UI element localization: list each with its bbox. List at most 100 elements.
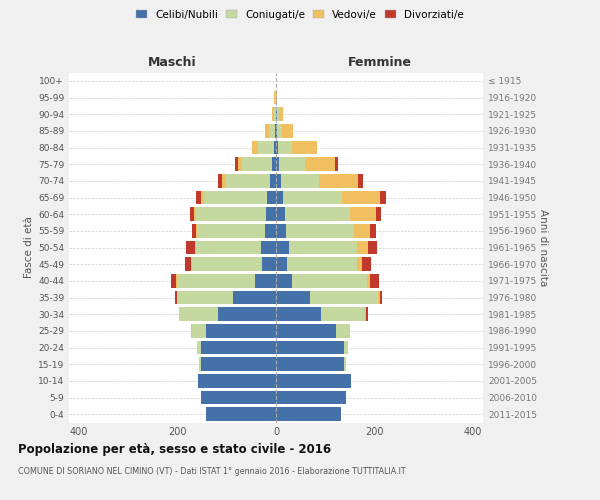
Bar xyxy=(286,224,354,237)
Bar xyxy=(198,374,276,388)
Bar xyxy=(190,208,194,221)
Bar xyxy=(201,340,276,354)
Bar xyxy=(204,190,267,204)
Bar xyxy=(222,174,226,188)
Bar xyxy=(276,290,310,304)
Y-axis label: Fasce di età: Fasce di età xyxy=(24,216,34,278)
Bar xyxy=(276,324,336,338)
Bar xyxy=(281,174,319,188)
Bar xyxy=(276,140,278,154)
Bar xyxy=(252,140,258,154)
Bar xyxy=(192,224,196,237)
Bar xyxy=(376,208,382,221)
Bar xyxy=(178,274,256,287)
Bar xyxy=(265,124,269,138)
Bar xyxy=(276,108,277,121)
Bar xyxy=(242,158,272,171)
Bar xyxy=(192,258,262,271)
Text: COMUNE DI SORIANO NEL CIMINO (VT) - Dati ISTAT 1° gennaio 2016 - Elaborazione TU: COMUNE DI SORIANO NEL CIMINO (VT) - Dati… xyxy=(18,468,406,476)
Bar xyxy=(370,224,376,237)
Bar xyxy=(192,324,206,338)
Bar xyxy=(276,408,341,421)
Bar xyxy=(275,124,276,138)
Bar xyxy=(357,240,368,254)
Bar xyxy=(194,240,196,254)
Bar xyxy=(276,208,285,221)
Bar xyxy=(305,158,335,171)
Bar xyxy=(206,324,276,338)
Bar xyxy=(226,174,270,188)
Bar xyxy=(285,208,350,221)
Bar xyxy=(377,290,380,304)
Bar xyxy=(197,224,265,237)
Bar xyxy=(196,208,266,221)
Bar xyxy=(276,158,279,171)
Bar xyxy=(335,158,338,171)
Text: Popolazione per età, sesso e stato civile - 2016: Popolazione per età, sesso e stato civil… xyxy=(18,442,331,456)
Text: Femmine: Femmine xyxy=(347,56,412,69)
Bar xyxy=(354,224,370,237)
Bar xyxy=(277,124,282,138)
Bar xyxy=(322,308,365,321)
Bar xyxy=(276,240,289,254)
Bar xyxy=(276,90,277,104)
Bar xyxy=(344,340,348,354)
Bar xyxy=(272,158,276,171)
Bar xyxy=(276,308,322,321)
Bar xyxy=(277,108,279,121)
Bar xyxy=(276,190,283,204)
Bar xyxy=(380,290,382,304)
Bar xyxy=(341,190,380,204)
Bar xyxy=(218,174,222,188)
Bar xyxy=(276,340,344,354)
Bar xyxy=(206,408,276,421)
Bar xyxy=(185,258,191,271)
Bar xyxy=(276,274,292,287)
Bar xyxy=(267,190,276,204)
Bar xyxy=(270,174,276,188)
Bar xyxy=(275,90,276,104)
Bar xyxy=(350,208,376,221)
Bar xyxy=(276,174,281,188)
Bar xyxy=(276,258,287,271)
Bar xyxy=(274,108,275,121)
Legend: Celibi/Nubili, Coniugati/e, Vedovi/e, Divorziati/e: Celibi/Nubili, Coniugati/e, Vedovi/e, Di… xyxy=(134,8,466,22)
Bar xyxy=(362,258,371,271)
Bar xyxy=(266,208,276,221)
Bar xyxy=(201,190,204,204)
Bar xyxy=(368,240,377,254)
Bar xyxy=(199,358,201,371)
Bar xyxy=(276,124,277,138)
Bar xyxy=(175,290,178,304)
Bar xyxy=(278,140,292,154)
Bar xyxy=(196,190,201,204)
Bar xyxy=(233,290,276,304)
Bar xyxy=(262,258,276,271)
Bar xyxy=(258,140,274,154)
Bar xyxy=(196,224,197,237)
Bar xyxy=(197,340,201,354)
Bar xyxy=(196,240,261,254)
Text: Maschi: Maschi xyxy=(148,56,197,69)
Bar xyxy=(276,358,344,371)
Bar xyxy=(261,240,276,254)
Bar xyxy=(310,290,377,304)
Bar xyxy=(276,224,286,237)
Y-axis label: Anni di nascita: Anni di nascita xyxy=(538,209,548,286)
Bar xyxy=(279,158,305,171)
Bar xyxy=(367,274,370,287)
Bar xyxy=(186,240,194,254)
Bar xyxy=(238,158,241,171)
Bar xyxy=(274,90,275,104)
Bar xyxy=(176,274,178,287)
Bar xyxy=(218,308,276,321)
Bar xyxy=(357,258,362,271)
Bar xyxy=(358,174,363,188)
Bar xyxy=(178,290,233,304)
Bar xyxy=(289,240,357,254)
Bar xyxy=(336,324,350,338)
Bar xyxy=(282,124,293,138)
Bar xyxy=(276,374,351,388)
Bar xyxy=(201,390,276,404)
Bar xyxy=(366,308,368,321)
